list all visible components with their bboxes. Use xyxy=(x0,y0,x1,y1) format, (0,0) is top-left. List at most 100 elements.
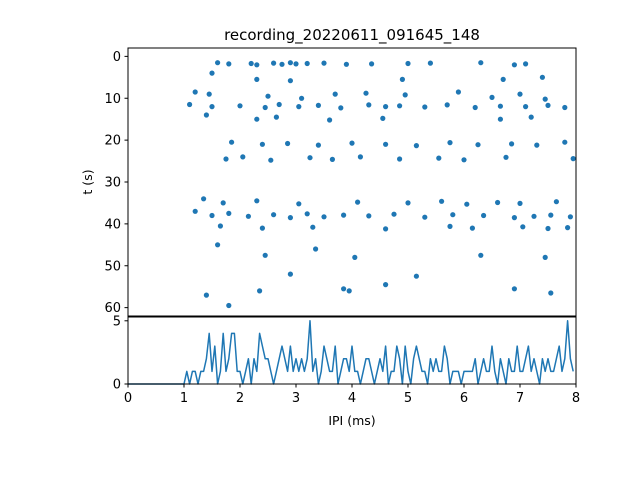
raster-point xyxy=(209,212,215,219)
raster-point xyxy=(349,140,355,146)
chart-title: recording_20220611_091645_148 xyxy=(224,26,480,45)
histogram-series-line xyxy=(128,320,574,385)
raster-point xyxy=(503,154,509,160)
raster-point xyxy=(495,199,501,206)
raster-point xyxy=(366,102,372,108)
raster-point xyxy=(548,290,554,296)
raster-point xyxy=(229,139,235,145)
raster-point xyxy=(332,91,338,97)
raster-point xyxy=(455,89,461,95)
raster-point xyxy=(562,139,568,145)
raster-point xyxy=(489,94,495,100)
raster-point xyxy=(413,273,419,279)
raster-point xyxy=(268,157,274,163)
raster-point xyxy=(478,60,484,66)
histogram-x-axis-label: IPI (ms) xyxy=(328,413,375,428)
raster-point xyxy=(254,198,260,204)
raster-point xyxy=(562,104,568,111)
raster-point xyxy=(517,200,523,206)
raster-point xyxy=(520,224,526,230)
raster-point xyxy=(475,142,481,148)
raster-point xyxy=(352,254,358,260)
raster-point xyxy=(402,92,408,98)
raster-point xyxy=(464,201,470,207)
raster-point xyxy=(553,199,560,205)
raster-point xyxy=(369,61,375,67)
raster-y-tick-label: 10 xyxy=(104,92,121,107)
raster-plot: 0 10 20 30 40 50 60 t (s) xyxy=(80,47,577,317)
raster-point xyxy=(542,254,548,260)
raster-point xyxy=(271,212,277,218)
raster-point xyxy=(383,226,389,232)
raster-point xyxy=(321,214,327,220)
raster-point xyxy=(439,198,445,204)
raster-point xyxy=(287,215,293,221)
raster-point xyxy=(413,143,419,149)
histogram-x-tick-label: 4 xyxy=(348,391,356,406)
raster-point xyxy=(565,225,571,231)
histogram-y-tick-label: 5 xyxy=(113,314,121,329)
raster-point xyxy=(397,103,403,109)
raster-point xyxy=(206,91,212,97)
raster-point xyxy=(299,95,305,101)
raster-point xyxy=(245,213,251,219)
raster-point xyxy=(259,141,265,147)
raster-point xyxy=(497,116,503,122)
raster-point xyxy=(570,156,576,162)
raster-point xyxy=(542,96,548,102)
raster-point xyxy=(329,156,335,162)
raster-point xyxy=(539,74,546,80)
histogram-x-tick-label: 3 xyxy=(292,391,300,406)
raster-point xyxy=(310,224,316,230)
raster-y-tick-label: 20 xyxy=(104,134,121,149)
raster-point xyxy=(271,60,277,66)
raster-point xyxy=(287,271,293,277)
raster-point xyxy=(237,103,243,109)
raster-point xyxy=(220,200,226,206)
raster-point xyxy=(422,214,428,220)
raster-point xyxy=(315,102,321,108)
raster-point xyxy=(287,60,293,66)
raster-y-tick-label: 30 xyxy=(104,176,121,191)
raster-point xyxy=(397,156,403,162)
raster-point xyxy=(313,246,319,252)
raster-point xyxy=(380,115,386,121)
raster-point xyxy=(203,112,209,118)
histogram-y-tick-label: 0 xyxy=(113,378,121,393)
raster-point xyxy=(469,225,475,231)
histogram-x-tick-label: 6 xyxy=(460,391,468,406)
histogram-x-tick-label: 0 xyxy=(124,391,132,406)
raster-point xyxy=(304,60,310,67)
raster-point xyxy=(511,215,517,221)
raster-point xyxy=(447,223,453,229)
raster-point xyxy=(273,114,279,120)
raster-point xyxy=(517,91,523,97)
raster-point xyxy=(338,105,344,111)
histogram-y-axis: 05 xyxy=(113,314,128,393)
raster-point xyxy=(226,302,232,309)
raster-point xyxy=(259,225,265,231)
raster-point xyxy=(357,154,363,160)
raster-point xyxy=(528,114,534,120)
raster-y-tick-label: 50 xyxy=(104,259,121,274)
raster-point xyxy=(444,102,450,108)
raster-point xyxy=(341,212,347,218)
histogram-x-axis: 0 1 2 3 4 5 6 7 8 xyxy=(124,384,580,406)
raster-point xyxy=(265,93,271,99)
raster-point xyxy=(192,208,198,214)
raster-point xyxy=(279,61,285,67)
raster-point xyxy=(450,212,456,218)
raster-point xyxy=(481,212,487,219)
raster-point xyxy=(509,141,515,147)
histogram-x-tick-label: 5 xyxy=(404,391,412,406)
raster-point xyxy=(343,61,349,67)
histogram-x-tick-label: 1 xyxy=(180,391,188,406)
raster-point xyxy=(254,116,260,122)
raster-point xyxy=(567,214,574,220)
raster-y-tick-label: 60 xyxy=(104,301,121,316)
raster-point xyxy=(341,286,347,292)
raster-point xyxy=(531,213,537,219)
raster-point xyxy=(366,213,372,219)
